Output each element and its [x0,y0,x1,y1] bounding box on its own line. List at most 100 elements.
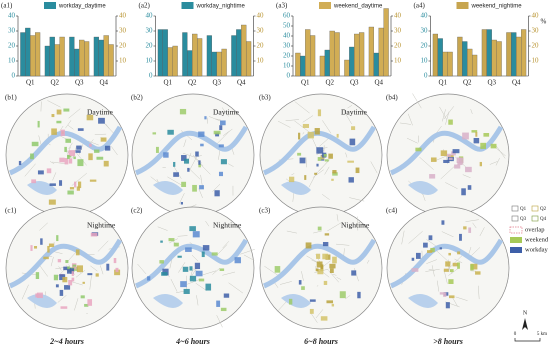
y2-tick-label: 10 [532,57,540,65]
zone-patch [441,220,445,225]
road [366,259,370,264]
lake [408,181,438,195]
road [448,267,460,276]
road [277,120,291,128]
zone-patch [457,262,460,269]
zone-patch [56,235,59,242]
bar [196,38,203,77]
panel-label: (a3) [276,2,288,10]
bar [93,36,99,77]
river [134,238,249,289]
road [38,264,48,277]
zone-patch [77,128,84,131]
road [178,262,186,273]
zone-patch [181,181,187,187]
bar [521,29,527,77]
road [426,259,437,264]
road [428,268,435,271]
y-tick-label: 40 [421,12,429,20]
bar [187,50,193,77]
zone-patch [68,150,76,157]
y-tick-label: 20 [421,42,429,50]
bar [216,51,222,77]
y2-tick-label: 30 [257,27,265,35]
road [68,142,73,150]
legend-swatch [319,2,331,9]
legend-label: overlap [525,226,545,233]
zone-patch [189,275,197,282]
x-tick-label: Q1 [26,79,35,87]
map-caption: Daytime [87,108,113,117]
zone-patch [76,145,82,150]
road [433,139,435,143]
zone-patch [451,151,456,156]
zone-patch [60,306,68,309]
bar [84,41,90,77]
zone-patch [448,252,451,256]
zone-patch [218,171,224,177]
zone-patch [43,256,49,260]
road [212,267,221,275]
road [327,222,342,232]
zone-patch [323,280,328,285]
zone-patch [72,264,77,267]
road [318,160,329,171]
road [52,172,57,181]
zone-patch [68,279,73,286]
map-disc [386,206,510,330]
bar [182,32,188,77]
bar [44,45,51,77]
map-label: (c2) [131,207,143,215]
zone-patch [443,292,447,297]
zone-patch [51,114,55,118]
zone-patch [87,273,93,276]
column-caption: 4~6 hours [175,337,210,346]
road [441,231,454,238]
road [399,122,412,125]
zone-patch [351,126,356,131]
zone-patch [448,157,453,160]
bar [59,36,65,77]
zone-patch [301,286,305,290]
map-caption: Nightime [213,221,242,230]
road [451,296,458,307]
road [222,128,233,136]
road [89,275,92,290]
road [39,222,48,231]
legend-swatch [456,2,469,9]
zone-patch [67,154,70,159]
road [167,176,182,186]
zone-patch [95,273,99,277]
zone-patch [439,247,442,250]
road [443,269,448,284]
road [183,139,187,148]
zone-patch [411,268,419,272]
zone-patch [96,156,104,160]
bar [231,35,237,77]
bar [206,35,212,77]
road [47,100,61,108]
road [240,249,255,255]
zone-patch [46,168,52,174]
zone-patch [351,270,357,276]
zone-patch [218,144,224,148]
bar [378,27,384,77]
zone-patch [475,271,481,275]
bar [295,52,301,77]
zone-patch [430,247,435,253]
zone-patch [215,132,220,137]
x-tick-label: Q1 [438,79,447,87]
road [58,266,62,271]
zone-patch [200,143,204,147]
bar [69,36,75,77]
legend-label: workday_nightime [196,4,246,10]
zone-patch [467,185,472,190]
road [349,197,365,202]
x-tick-label: Q4 [237,79,246,87]
zone-patch [182,266,189,272]
legend-swatch [511,215,519,222]
zone-patch [468,227,472,233]
zone-patch [195,151,199,157]
zone-patch [77,159,84,167]
road [302,115,314,123]
